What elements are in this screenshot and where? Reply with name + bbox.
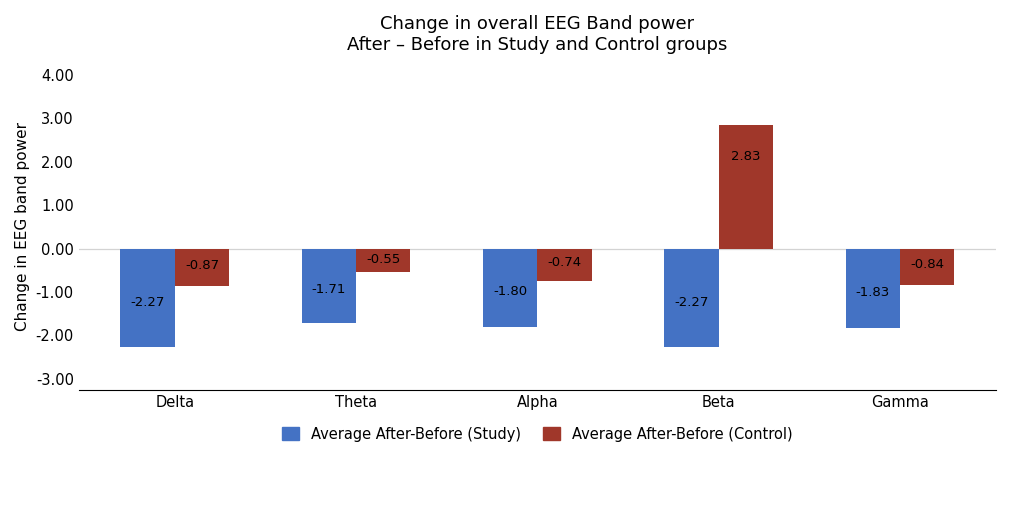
Y-axis label: Change in EEG band power: Change in EEG band power <box>15 122 30 331</box>
Bar <box>356 249 410 272</box>
Bar <box>900 249 954 285</box>
Bar <box>719 126 773 249</box>
Text: -1.71: -1.71 <box>311 283 346 296</box>
Bar <box>301 249 356 323</box>
Legend: Average After-Before (Study), Average After-Before (Control): Average After-Before (Study), Average Af… <box>276 421 799 448</box>
Title: Change in overall EEG Band power
After – Before in Study and Control groups: Change in overall EEG Band power After –… <box>347 15 728 54</box>
Text: -0.55: -0.55 <box>366 253 400 266</box>
Text: -2.27: -2.27 <box>674 296 709 309</box>
Text: 2.83: 2.83 <box>731 149 760 163</box>
Bar <box>537 249 591 281</box>
Bar <box>664 249 719 347</box>
Text: -0.87: -0.87 <box>185 259 219 272</box>
Bar <box>845 249 900 328</box>
Text: -1.80: -1.80 <box>493 285 527 298</box>
Bar <box>483 249 537 327</box>
Bar <box>120 249 175 347</box>
Text: -0.74: -0.74 <box>548 256 581 269</box>
Bar <box>175 249 229 286</box>
Text: -0.84: -0.84 <box>910 258 944 271</box>
Text: -2.27: -2.27 <box>130 296 165 309</box>
Text: -1.83: -1.83 <box>855 286 890 299</box>
